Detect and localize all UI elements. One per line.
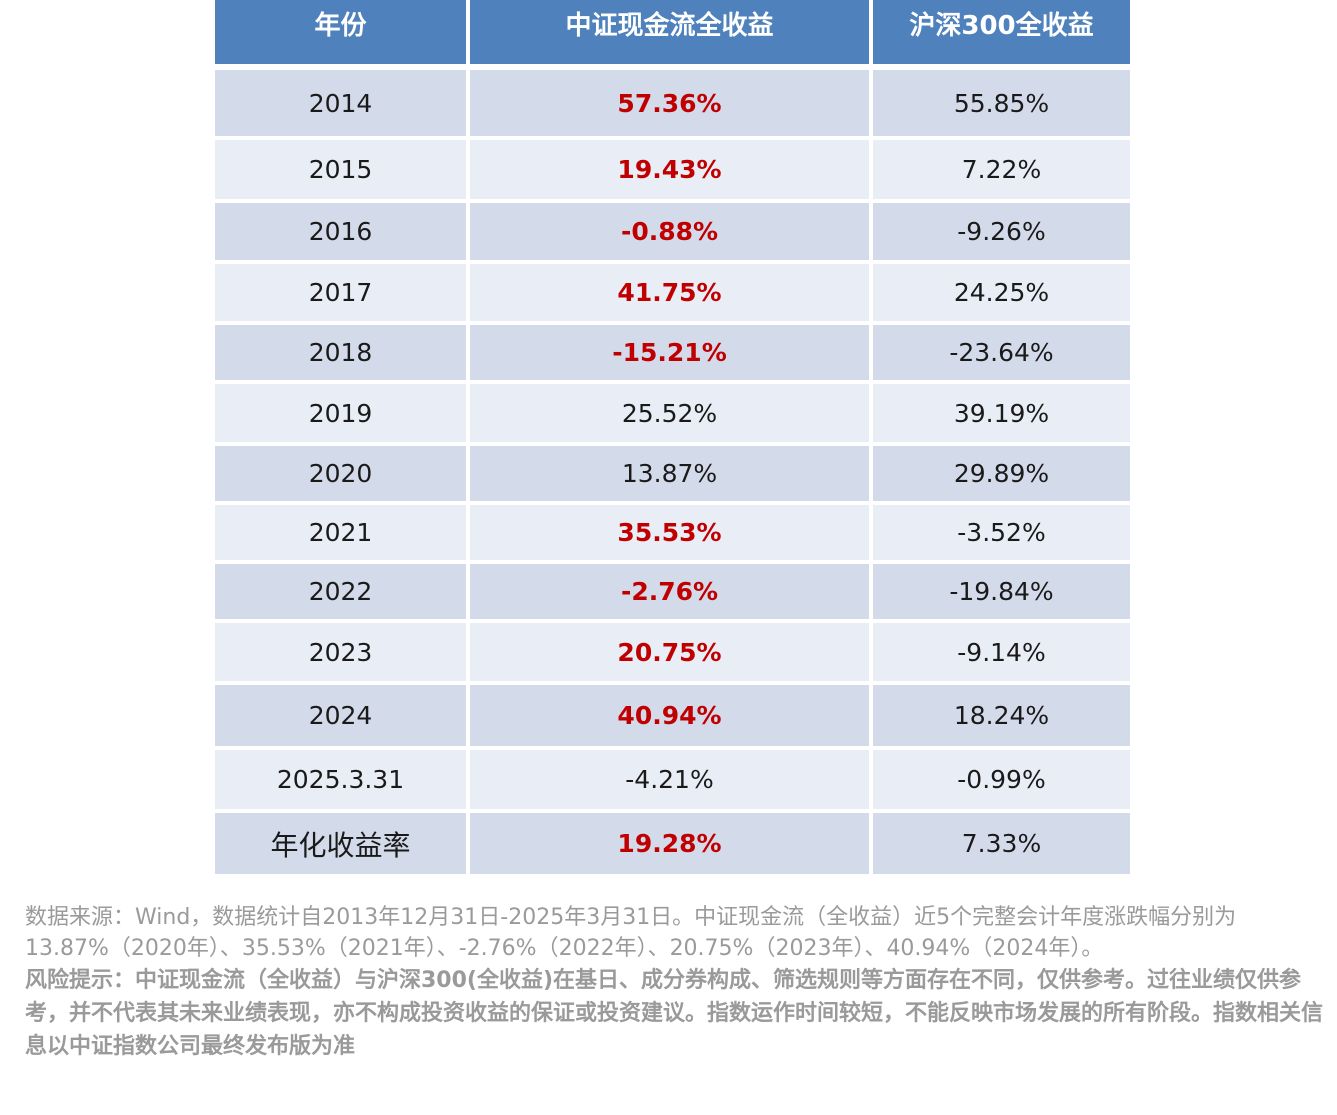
table-body: 2014 57.36% 55.85% 2015 19.43% 7.22% 2016 -0.88…: [215, 70, 1130, 874]
csi300-return-cell: -9.14%: [873, 623, 1130, 681]
header-year: 年份: [215, 0, 466, 64]
index-return-cell: -2.76%: [470, 564, 869, 619]
year-cell: 2024: [215, 685, 466, 746]
table-row: 2023 20.75% -9.14%: [215, 623, 1130, 681]
header-csi300-return: 沪深300全收益: [873, 0, 1130, 64]
year-cell: 2020: [215, 446, 466, 501]
year-cell: 2014: [215, 70, 466, 136]
table-row: 2016 -0.88% -9.26%: [215, 203, 1130, 260]
header-index-return: 中证现金流全收益: [470, 0, 869, 64]
csi300-return-cell: 18.24%: [873, 685, 1130, 746]
risk-disclaimer: 风险提示：中证现金流（全收益）与沪深300(全收益)在基日、成分券构成、筛选规则…: [25, 968, 1324, 1059]
year-cell: 2017: [215, 264, 466, 321]
year-cell: 2023: [215, 623, 466, 681]
csi300-return-cell: -19.84%: [873, 564, 1130, 619]
csi300-return-cell: -0.99%: [873, 750, 1130, 809]
table-row: 2022 -2.76% -19.84%: [215, 564, 1130, 619]
index-return-cell: 20.75%: [470, 623, 869, 681]
index-return-cell: -4.21%: [470, 750, 869, 809]
csi300-return-cell: 55.85%: [873, 70, 1130, 136]
index-return-cell: -15.21%: [470, 325, 869, 380]
csi300-return-cell: -23.64%: [873, 325, 1130, 380]
csi300-return-cell: 7.33%: [873, 813, 1130, 874]
csi300-return-cell: 29.89%: [873, 446, 1130, 501]
index-return-cell: 19.28%: [470, 813, 869, 874]
table-row: 2018 -15.21% -23.64%: [215, 325, 1130, 380]
csi300-return-cell: 7.22%: [873, 140, 1130, 199]
table-row: 2019 25.52% 39.19%: [215, 384, 1130, 442]
csi300-return-cell: 39.19%: [873, 384, 1130, 442]
index-return-cell: 13.87%: [470, 446, 869, 501]
table-row: 2025.3.31 -4.21% -0.99%: [215, 750, 1130, 809]
index-return-cell: 40.94%: [470, 685, 869, 746]
index-return-cell: 57.36%: [470, 70, 869, 136]
table-row: 2015 19.43% 7.22%: [215, 140, 1130, 199]
index-return-cell: 41.75%: [470, 264, 869, 321]
table-header-row: 年份 中证现金流全收益 沪深300全收益: [215, 0, 1130, 64]
index-return-cell: 25.52%: [470, 384, 869, 442]
table-row: 2017 41.75% 24.25%: [215, 264, 1130, 321]
index-return-cell: 35.53%: [470, 505, 869, 560]
data-source-note: 数据来源：Wind，数据统计自2013年12月31日-2025年3月31日。中证…: [25, 905, 1237, 961]
csi300-return-cell: 24.25%: [873, 264, 1130, 321]
year-cell: 2019: [215, 384, 466, 442]
footnote: 数据来源：Wind，数据统计自2013年12月31日-2025年3月31日。中证…: [25, 902, 1325, 1063]
year-cell: 2018: [215, 325, 466, 380]
csi300-return-cell: -3.52%: [873, 505, 1130, 560]
year-cell: 2025.3.31: [215, 750, 466, 809]
table-row: 2024 40.94% 18.24%: [215, 685, 1130, 746]
year-cell: 2021: [215, 505, 466, 560]
year-cell: 2016: [215, 203, 466, 260]
csi300-return-cell: -9.26%: [873, 203, 1130, 260]
index-return-cell: 19.43%: [470, 140, 869, 199]
year-cell: 年化收益率: [215, 813, 466, 874]
table-row: 2014 57.36% 55.85%: [215, 70, 1130, 136]
year-cell: 2015: [215, 140, 466, 199]
table-row: 2020 13.87% 29.89%: [215, 446, 1130, 501]
table-row: 年化收益率 19.28% 7.33%: [215, 813, 1130, 874]
index-return-cell: -0.88%: [470, 203, 869, 260]
returns-table: 年份 中证现金流全收益 沪深300全收益 2014 57.36% 55.85% 201…: [215, 0, 1130, 878]
table-row: 2021 35.53% -3.52%: [215, 505, 1130, 560]
year-cell: 2022: [215, 564, 466, 619]
